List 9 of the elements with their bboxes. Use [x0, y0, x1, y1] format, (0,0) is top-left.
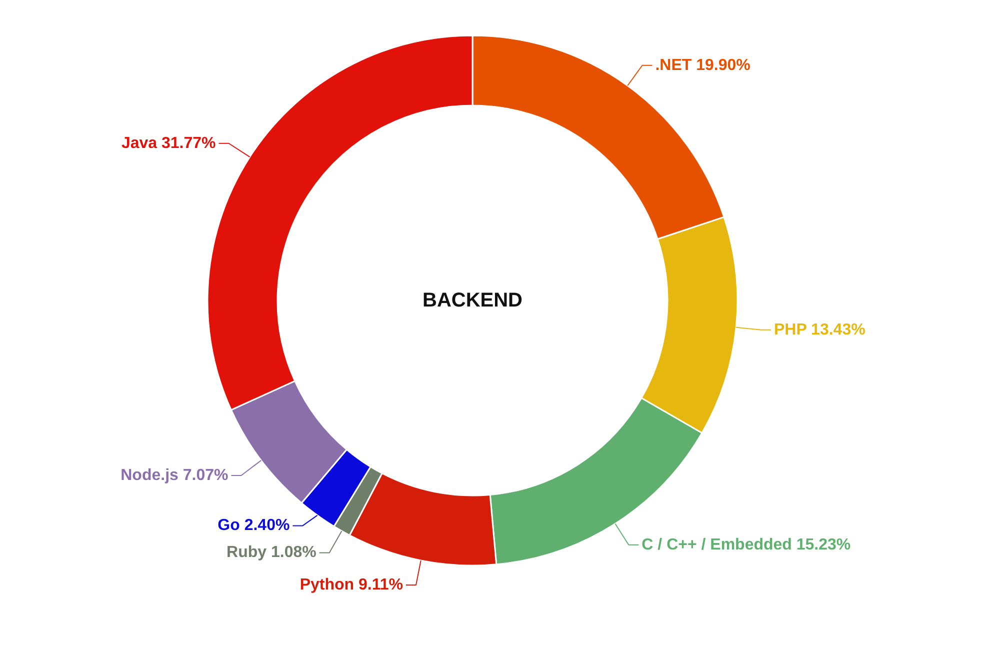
slice-label: Node.js 7.07%: [120, 466, 228, 484]
slice-label: Go 2.40%: [218, 517, 290, 534]
slice-label: C / C++ / Embedded 15.23%: [642, 536, 851, 554]
text: BACKEND: [422, 290, 522, 312]
slice-label: Python 9.11%: [300, 576, 404, 594]
slice-label: PHP 13.43%: [774, 321, 866, 338]
slice-label: .NET 19.90%: [655, 56, 750, 74]
slice-label: Ruby 1.08%: [226, 544, 316, 562]
slice-label: Java 31.77%: [121, 134, 216, 152]
